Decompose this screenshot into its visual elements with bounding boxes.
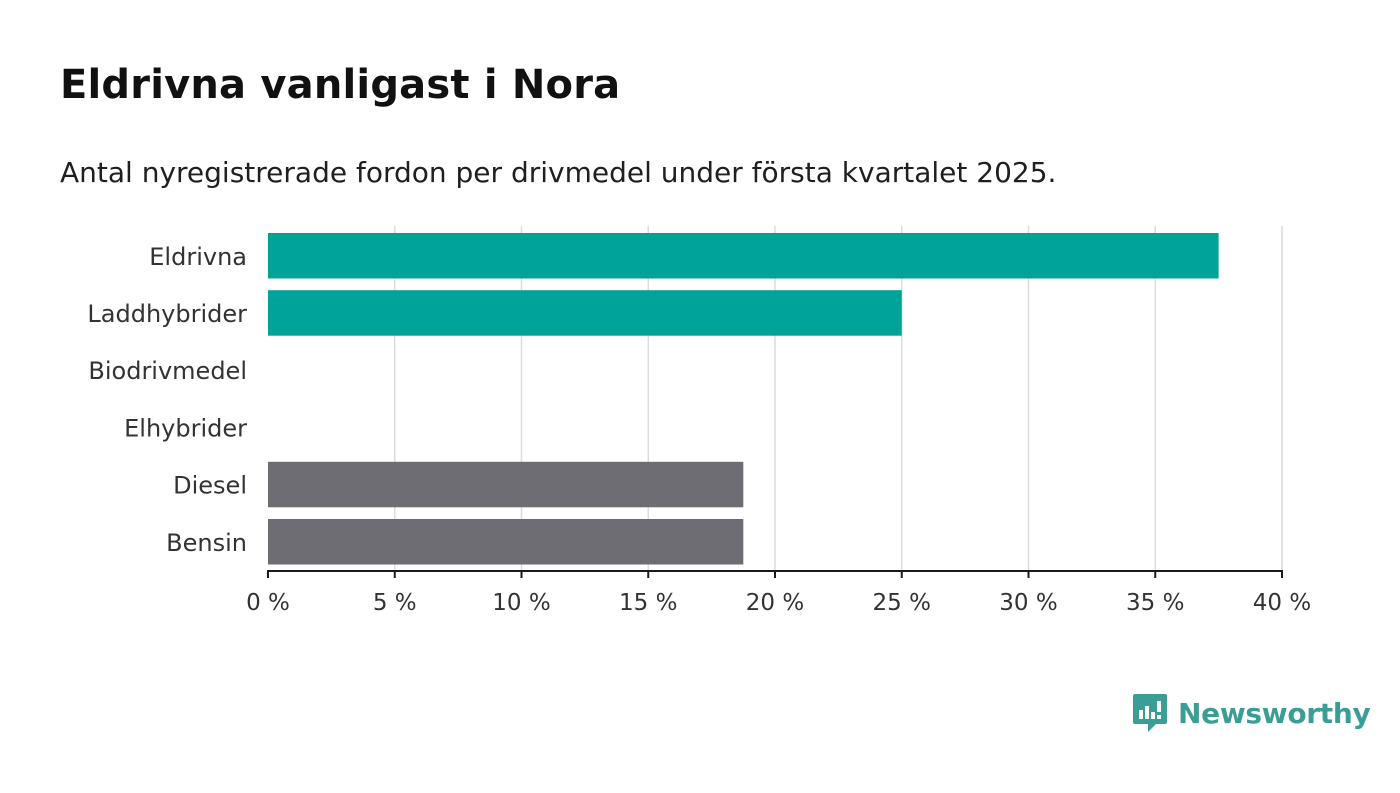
x-tick-label: 5 % xyxy=(373,590,417,616)
x-tick-label: 40 % xyxy=(1253,590,1311,616)
x-tick-label: 30 % xyxy=(999,590,1057,616)
x-tick-label: 0 % xyxy=(246,590,290,616)
category-label: Diesel xyxy=(173,472,247,500)
newsworthy-logo: Newsworthy xyxy=(1132,691,1371,735)
x-tick-label: 35 % xyxy=(1126,590,1184,616)
category-label: Bensin xyxy=(166,529,247,557)
logo-text: Newsworthy xyxy=(1178,696,1371,730)
category-label: Laddhybrider xyxy=(87,300,247,328)
bar xyxy=(268,233,1219,279)
category-label: Biodrivmedel xyxy=(88,357,247,385)
bar xyxy=(268,461,744,508)
x-tick-label: 15 % xyxy=(619,590,677,616)
category-label: Elhybrider xyxy=(124,414,247,442)
chart-title: Eldrivna vanligast i Nora xyxy=(60,62,621,108)
x-tick-label: 25 % xyxy=(873,590,931,616)
x-tick-label: 10 % xyxy=(492,590,550,616)
x-tick-label: 20 % xyxy=(746,590,804,616)
newsworthy-logo-icon xyxy=(1133,694,1167,732)
chart-subtitle: Antal nyregistrerade fordon per drivmede… xyxy=(60,156,1057,189)
bar xyxy=(268,290,902,336)
bar xyxy=(268,519,744,565)
category-label: Eldrivna xyxy=(149,243,247,271)
